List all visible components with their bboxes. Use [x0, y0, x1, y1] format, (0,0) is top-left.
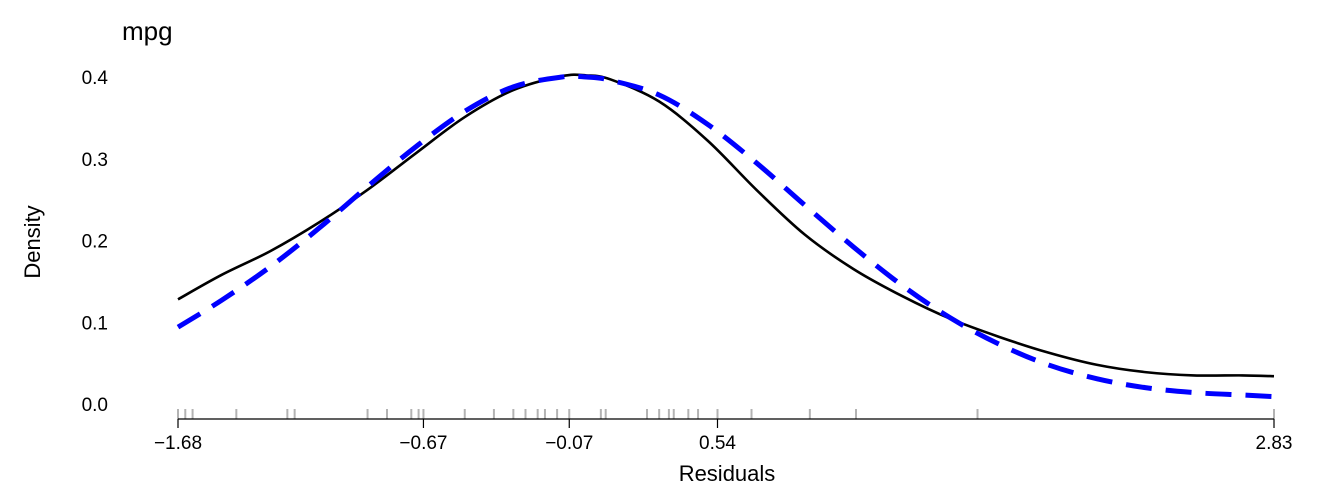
y-tick-label: 0.1 — [82, 313, 108, 334]
x-tick-label: −0.07 — [545, 433, 593, 454]
x-tick-label: −1.68 — [154, 433, 202, 454]
y-tick-label: 0.3 — [82, 150, 108, 171]
rug-marks — [178, 409, 1274, 419]
density-series — [178, 75, 1274, 397]
kernel-density-line — [178, 75, 1274, 377]
x-axis-title: Residuals — [679, 461, 776, 486]
y-tick-label: 0.0 — [82, 395, 108, 416]
y-axis-title: Density — [20, 205, 45, 278]
normal-density-line — [178, 76, 1274, 397]
x-tick-label: 2.83 — [1256, 433, 1293, 454]
y-tick-label: 0.4 — [82, 68, 109, 89]
x-axis: −1.68 −0.67 −0.07 0.54 2.83 — [154, 419, 1293, 454]
y-tick-label: 0.2 — [82, 232, 108, 253]
x-tick-label: 0.54 — [699, 433, 736, 454]
x-tick-label: −0.67 — [399, 433, 447, 454]
chart-title: mpg — [122, 16, 173, 46]
y-axis: 0.0 0.1 0.2 0.3 0.4 — [82, 68, 109, 416]
